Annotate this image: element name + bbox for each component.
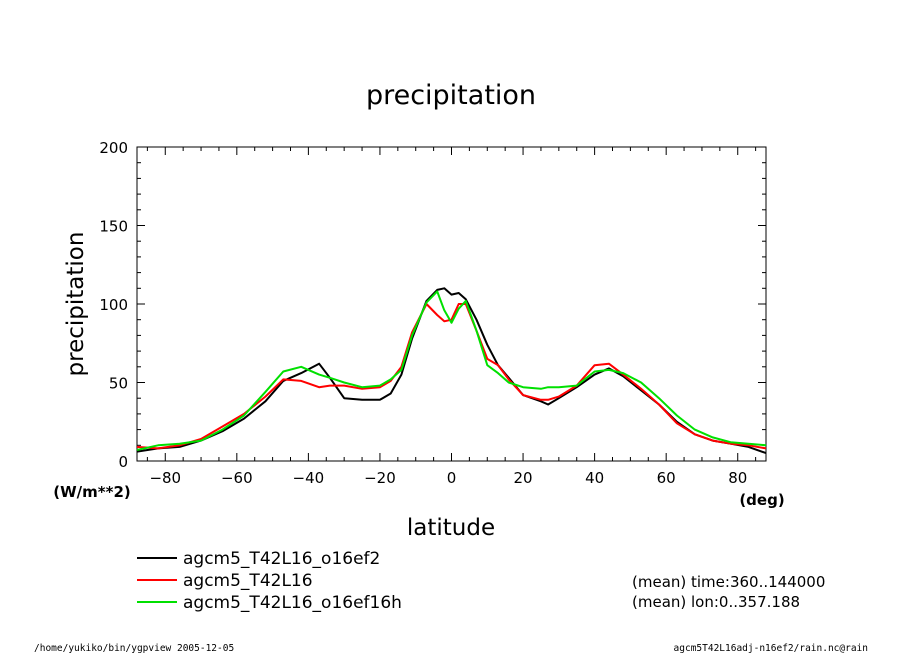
y-tick-labels: 0 50 100 150 200 <box>99 139 128 471</box>
y-tick-label: 200 <box>99 139 128 157</box>
y-tick-label: 50 <box>109 375 128 393</box>
x-tick-label: 60 <box>657 469 676 487</box>
legend-label-3: agcm5_T42L16_o16ef16h <box>183 593 402 613</box>
x-tick-label: −80 <box>149 469 181 487</box>
x-tick-label: 80 <box>728 469 747 487</box>
series-line-2 <box>136 303 767 450</box>
legend: agcm5_T42L16_o16ef2agcm5_T42L16agcm5_T42… <box>137 549 402 613</box>
chart-title: precipitation <box>366 80 536 111</box>
footer-right: agcm5T42L16adj-n16ef2/rain.nc@rain <box>674 643 868 654</box>
x-tick-labels: −80 −60 −40 −20 0 20 40 60 80 <box>149 469 747 487</box>
series-lines <box>136 287 767 455</box>
legend-label-1: agcm5_T42L16_o16ef2 <box>183 549 380 569</box>
y-unit-label: (W/m**2) <box>53 483 131 501</box>
x-axis-label: latitude <box>407 515 495 541</box>
y-tick-label: 150 <box>99 218 128 236</box>
y-axis-label: precipitation <box>63 232 89 377</box>
x-tick-label: −20 <box>364 469 396 487</box>
info-time: (mean) time:360..144000 <box>632 573 825 591</box>
info-lon: (mean) lon:0..357.188 <box>632 593 800 611</box>
legend-label-2: agcm5_T42L16 <box>183 571 313 591</box>
x-tick-label: 40 <box>585 469 604 487</box>
y-tick-label: 0 <box>118 453 128 471</box>
axis-ticks <box>137 146 766 462</box>
x-tick-label: 0 <box>447 469 457 487</box>
x-tick-label: −60 <box>221 469 253 487</box>
plot-frame <box>136 146 767 462</box>
x-tick-label: 20 <box>514 469 533 487</box>
plot-border <box>136 146 767 462</box>
series-line-3 <box>136 290 767 451</box>
y-tick-label: 100 <box>99 296 128 314</box>
footer-left: /home/yukiko/bin/ygpview 2005-12-05 <box>34 643 234 654</box>
series-line-1 <box>136 287 767 455</box>
x-tick-label: −40 <box>293 469 325 487</box>
x-unit-label: (deg) <box>739 491 784 509</box>
